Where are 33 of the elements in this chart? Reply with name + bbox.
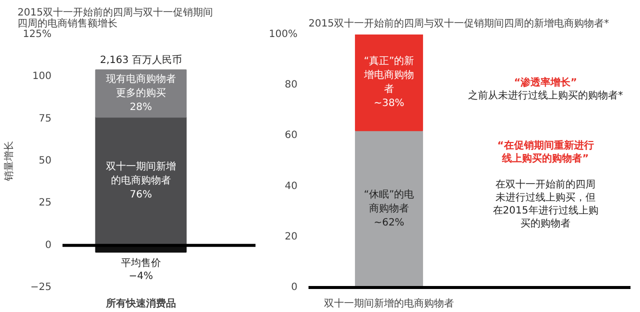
bar (95, 116, 187, 246)
chart-title: 2015双十一开始前的四周与双十一促销期间四周的电商销售额增长 (18, 6, 213, 30)
series-label: 双十一期间新增的电商购物者 (106, 160, 176, 187)
x-tick-label: 所有快速消费品 (104, 298, 176, 310)
data-label: ~38% (374, 98, 404, 110)
y-tick-label: 40 (284, 180, 298, 192)
y-tick-label: 0 (291, 282, 298, 293)
y-tick-label: 60 (284, 130, 298, 142)
text: “渗透率增长” (514, 76, 578, 89)
y-tick-label: 20 (284, 231, 298, 242)
series-label: 现有电商购物者更多的购买 (106, 73, 176, 100)
y-tick-label: 25 (38, 198, 52, 209)
text: 2015双十一开始前的四周与双十一促销期间四周的新增电商购物者* (308, 18, 609, 30)
y-tick-label: 100% (268, 29, 298, 40)
y-tick-label: −25 (30, 282, 52, 293)
series-label: 平均售价 (120, 257, 161, 270)
y-tick-label: 50 (38, 156, 52, 166)
text: 之前从未进行过线上购买的购物者* (468, 90, 624, 102)
data-label: −4% (128, 271, 154, 282)
y-tick-label: 125% (22, 29, 52, 40)
text: “在促销期间重新进行线上购买的购物者” (497, 140, 594, 165)
data-label: 76% (130, 190, 152, 201)
annotation: 2,163 百万人民币 (100, 54, 182, 66)
series-label: “休眠”的电商购物者 (364, 188, 414, 215)
y-tick-label: 80 (284, 80, 298, 91)
data-label: ~62% (374, 218, 404, 229)
text: 在双十一开始前的四周未进行过线上购买，但在2015年进行过线上购买的购物者 (492, 178, 598, 230)
y-tick-label: 100 (32, 71, 52, 82)
series-label: “真正”的新增电商购物者 (363, 55, 414, 96)
data-label: 28% (130, 102, 152, 114)
y-tick-label: 75 (38, 113, 52, 124)
y-tick-label: 0 (45, 240, 52, 251)
y-axis-title: 销量增长 (2, 141, 15, 182)
